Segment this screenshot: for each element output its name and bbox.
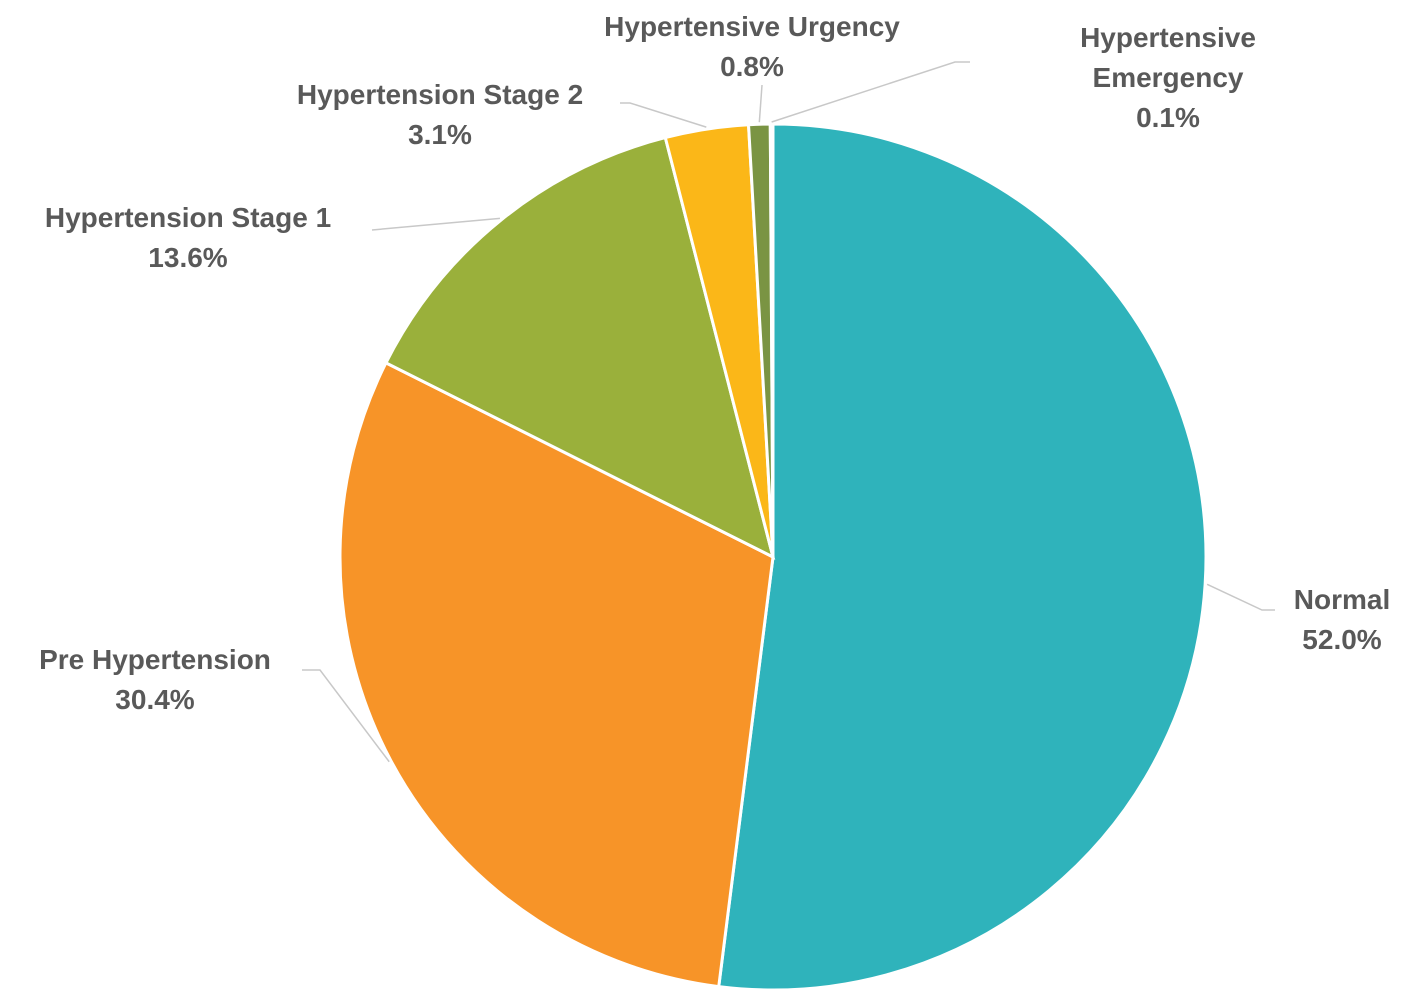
- label-name: Hypertensive Emergency: [1080, 22, 1256, 93]
- label-name: Pre Hypertension: [39, 644, 271, 675]
- leader-line: [620, 102, 707, 128]
- pie-slice: [768, 122, 775, 558]
- label-value: 30.4%: [115, 684, 195, 715]
- data-label: Hypertensive Emergency 0.1%: [1053, 18, 1283, 138]
- label-value: 0.1%: [1136, 102, 1200, 133]
- pie-slice: [717, 122, 1208, 989]
- leader-line: [1206, 583, 1275, 611]
- leader-line: [771, 61, 970, 123]
- data-label: Hypertension Stage 2 3.1%: [250, 75, 630, 155]
- data-label: Hypertension Stage 1 13.6%: [0, 198, 378, 278]
- leader-line: [302, 669, 390, 763]
- label-value: 3.1%: [408, 119, 472, 150]
- pie-slice: [383, 135, 776, 560]
- pie-slice: [338, 360, 775, 989]
- data-label: Pre Hypertension 30.4%: [5, 640, 305, 720]
- label-value: 52.0%: [1302, 624, 1382, 655]
- label-name: Normal: [1293, 584, 1391, 615]
- label-value: 0.8%: [720, 51, 784, 82]
- data-label: Normal 52.0%: [1267, 580, 1407, 660]
- label-name: Hypertensive Urgency: [604, 11, 900, 42]
- label-name: Hypertension Stage 2: [296, 79, 584, 110]
- leader-line: [371, 217, 501, 231]
- label-value: 13.6%: [148, 242, 228, 273]
- label-name: Hypertension Stage 1: [44, 202, 332, 233]
- leader-line: [758, 84, 763, 123]
- data-label: Hypertensive Urgency 0.8%: [552, 7, 952, 87]
